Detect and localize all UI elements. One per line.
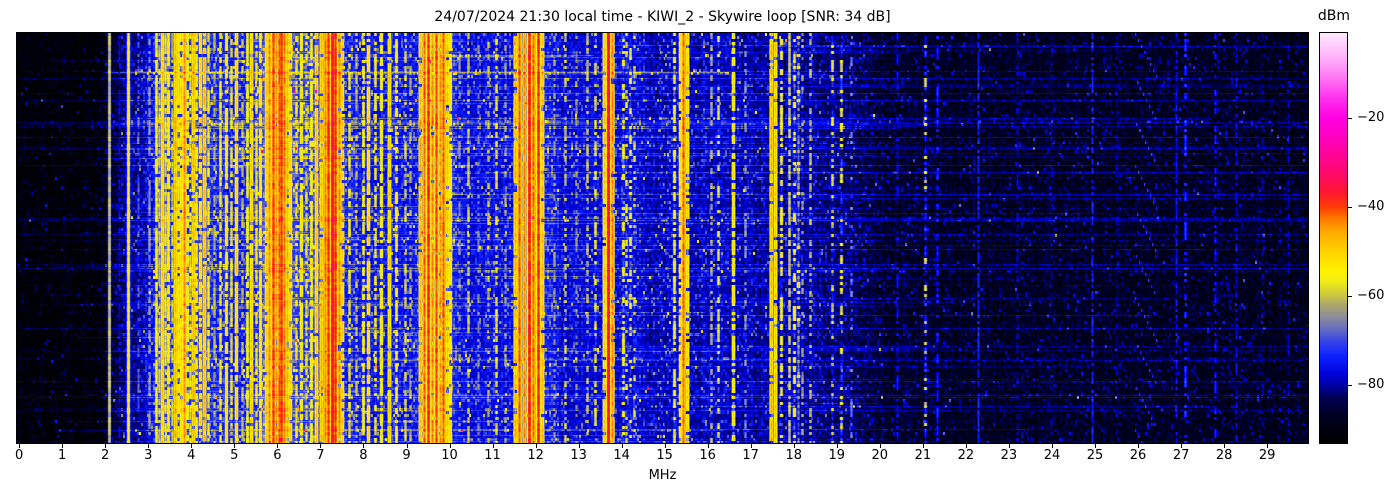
x-tick-mark	[922, 444, 924, 448]
x-tick-mark	[406, 444, 408, 448]
colorbar	[1319, 32, 1348, 444]
x-tick-label: 2	[101, 448, 110, 463]
x-tick-mark	[707, 444, 709, 448]
x-tick-mark	[1095, 444, 1096, 448]
x-tick-label: 20	[871, 448, 889, 463]
x-tick-mark	[1008, 444, 1010, 448]
colorbar-label: dBm	[1317, 8, 1351, 24]
x-tick-mark	[621, 444, 623, 448]
x-tick-label: 11	[484, 448, 501, 463]
colorbar-tick-mark	[1348, 117, 1352, 119]
x-tick-mark	[1138, 444, 1139, 448]
x-tick-mark	[148, 444, 150, 448]
x-tick-label: 8	[359, 448, 368, 463]
x-tick-mark	[105, 444, 107, 448]
x-tick-label: 25	[1086, 448, 1104, 463]
x-tick-mark	[363, 444, 365, 448]
x-tick-mark	[320, 444, 322, 448]
colorbar-tick-label: −20	[1357, 109, 1385, 125]
x-tick-label: 10	[441, 448, 458, 463]
x-tick-label: 15	[656, 448, 673, 463]
x-tick-mark	[277, 444, 279, 448]
colorbar-tick-mark	[1348, 385, 1352, 387]
x-tick-mark	[535, 444, 537, 448]
colorbar-tick-mark	[1348, 295, 1352, 297]
x-tick-mark	[965, 444, 967, 448]
x-tick-label: 29	[1258, 448, 1276, 463]
x-tick-label: 27	[1172, 448, 1190, 463]
x-tick-mark	[449, 444, 451, 448]
x-tick-label: 1	[58, 448, 67, 463]
x-tick-label: 6	[273, 448, 282, 463]
x-tick-mark	[578, 444, 580, 448]
x-tick-mark	[62, 444, 64, 448]
x-tick-mark	[1267, 444, 1269, 448]
x-tick-mark	[879, 444, 881, 448]
x-tick-mark	[793, 444, 795, 448]
x-tick-label: 4	[187, 448, 196, 463]
x-tick-mark	[492, 444, 494, 448]
x-tick-mark	[750, 444, 752, 448]
x-tick-label: 24	[1043, 448, 1061, 463]
x-tick-label: 5	[230, 448, 239, 463]
x-tick-mark	[1224, 444, 1226, 448]
waterfall-plot	[16, 32, 1309, 444]
x-tick-mark	[1181, 444, 1183, 448]
x-tick-mark	[836, 444, 838, 448]
x-tick-label: 14	[613, 448, 630, 463]
x-tick-label: 26	[1129, 448, 1147, 463]
x-tick-label: 17	[742, 448, 759, 463]
x-tick-label: 12	[527, 448, 544, 463]
chart-title: 24/07/2024 21:30 local time - KIWI_2 - S…	[434, 9, 891, 25]
x-tick-mark	[234, 444, 236, 448]
x-tick-mark	[664, 444, 666, 448]
x-tick-label: 13	[570, 448, 587, 463]
x-tick-label: 18	[785, 448, 803, 463]
x-tick-label: 0	[15, 448, 24, 463]
x-tick-label: 7	[316, 448, 325, 463]
x-tick-label: 19	[828, 448, 846, 463]
x-axis-label: MHz	[648, 468, 677, 483]
x-tick-label: 28	[1215, 448, 1233, 463]
colorbar-tick-mark	[1348, 206, 1352, 208]
x-tick-mark	[19, 444, 21, 448]
x-tick-label: 22	[957, 448, 975, 463]
colorbar-tick-label: −40	[1357, 198, 1385, 214]
x-tick-label: 23	[1000, 448, 1018, 463]
x-tick-label: 16	[699, 448, 716, 463]
x-tick-label: 3	[144, 448, 153, 463]
colorbar-tick-label: −60	[1357, 287, 1385, 303]
colorbar-tick-label: −80	[1357, 377, 1385, 393]
x-tick-label: 9	[402, 448, 411, 463]
x-tick-label: 21	[914, 448, 932, 463]
x-tick-mark	[1052, 444, 1053, 448]
x-tick-mark	[191, 444, 193, 448]
